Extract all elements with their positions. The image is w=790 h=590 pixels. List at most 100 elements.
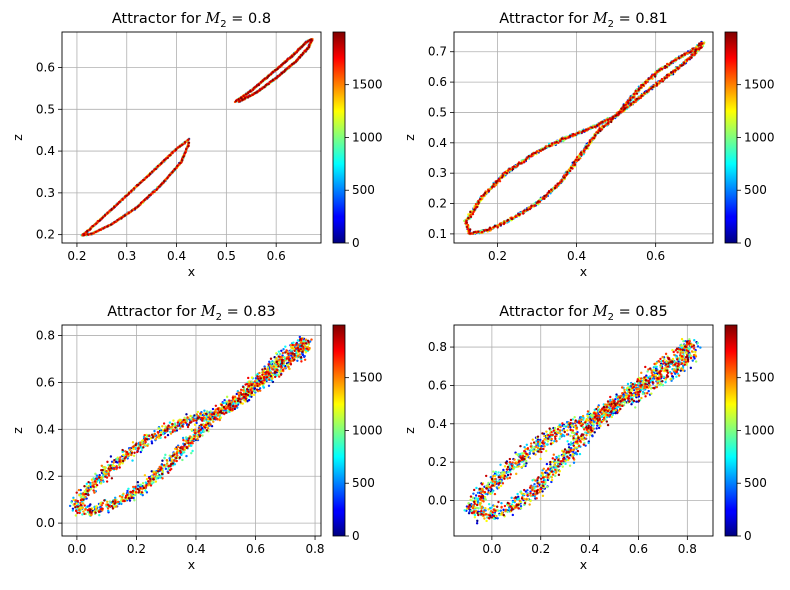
scatter-point xyxy=(585,145,588,148)
scatter-point xyxy=(588,140,592,144)
scatter-point xyxy=(691,53,694,57)
scatter-point xyxy=(567,136,571,139)
scatter-point xyxy=(660,77,664,81)
scatter-point xyxy=(688,58,691,61)
y-tick-label: 0.6 xyxy=(428,75,447,89)
scatter-point xyxy=(300,53,304,57)
scatter-point xyxy=(647,77,650,81)
scatter-point xyxy=(259,81,263,84)
scatter-point xyxy=(466,223,470,227)
scatter-point xyxy=(199,431,203,435)
scatter-point xyxy=(569,166,573,170)
scatter-point xyxy=(246,96,250,99)
scatter-point xyxy=(560,137,563,140)
scatter-point xyxy=(525,208,529,211)
scatter-point xyxy=(95,222,98,225)
scatter-point xyxy=(603,119,607,123)
scatter-point xyxy=(280,72,284,75)
scatter-point xyxy=(545,193,548,197)
scatter-point xyxy=(594,134,597,137)
scatter-point xyxy=(267,74,270,77)
x-axis-label: x xyxy=(188,264,195,279)
scatter-point xyxy=(676,66,679,70)
scatter-point xyxy=(491,185,495,188)
scatter-point xyxy=(175,164,179,168)
scatter-point xyxy=(571,164,575,167)
colorbar xyxy=(725,32,737,243)
scatter-point xyxy=(286,58,289,61)
scatter-point xyxy=(500,176,504,179)
scatter-point xyxy=(644,80,647,84)
scatter-point xyxy=(683,61,686,65)
scatter-point xyxy=(487,189,491,192)
scatter-point xyxy=(465,225,469,229)
scatter-point xyxy=(145,196,148,200)
scatter-point xyxy=(645,90,648,94)
scatter-point xyxy=(157,185,161,188)
scatter-point xyxy=(641,83,645,87)
scatter-point xyxy=(555,140,558,144)
scatter-point xyxy=(478,198,482,201)
scatter-point xyxy=(617,112,621,115)
scatter-point xyxy=(690,56,693,59)
scatter-point xyxy=(234,99,238,103)
scatter-point xyxy=(497,178,501,181)
scatter-point xyxy=(82,234,85,237)
scatter-point xyxy=(232,402,235,405)
scatter-point xyxy=(660,67,664,71)
scatter-point xyxy=(113,220,116,224)
scatter-point xyxy=(284,60,287,64)
scatter-point xyxy=(639,86,642,89)
scatter-point xyxy=(665,76,668,79)
scatter-point xyxy=(621,110,624,113)
scatter-point xyxy=(142,178,146,182)
scatter-point xyxy=(649,87,653,90)
scatter-point xyxy=(600,128,604,131)
scatter-point xyxy=(565,173,568,177)
scatter-point xyxy=(161,459,164,462)
scatter-point xyxy=(499,223,502,227)
scatter-point xyxy=(258,88,262,92)
scatter-point xyxy=(473,208,476,211)
scatter-point xyxy=(71,507,75,510)
scatter-point xyxy=(247,398,251,402)
scatter-point xyxy=(85,482,89,486)
scatter-point xyxy=(558,139,562,143)
scatter-point xyxy=(169,153,172,157)
scatter-point xyxy=(562,174,566,177)
scatter-point xyxy=(97,479,101,482)
axes-frame xyxy=(61,31,322,244)
scatter-point xyxy=(466,227,470,231)
scatter-point xyxy=(224,401,227,405)
chart-title: Attractor for M2 = 0.81 xyxy=(499,11,667,30)
scatter-point xyxy=(79,488,82,492)
scatter-point xyxy=(98,473,101,477)
scatter-point xyxy=(483,229,486,232)
scatter-point xyxy=(651,77,654,80)
scatter-point xyxy=(211,407,215,411)
scatter-point xyxy=(476,205,479,209)
scatter-point xyxy=(298,335,302,339)
scatter-point xyxy=(694,48,697,51)
scatter-point xyxy=(538,200,542,203)
scatter-point xyxy=(483,191,487,195)
scatter-point xyxy=(533,204,536,207)
scatter-point xyxy=(627,101,630,105)
scatter-point xyxy=(187,138,190,141)
scatter-point xyxy=(161,432,165,436)
scatter-point xyxy=(156,164,160,168)
scatter-point xyxy=(558,181,561,185)
x-tick-label: 0.5 xyxy=(217,249,236,263)
scatter-point xyxy=(257,83,261,87)
scatter-point xyxy=(270,379,273,382)
scatter-point xyxy=(205,415,208,419)
scatter-point xyxy=(168,457,171,460)
chart-title-subscript: 2 xyxy=(608,19,614,30)
scatter-point xyxy=(267,384,271,387)
scatter-point xyxy=(297,49,300,52)
scatter-point xyxy=(505,172,509,175)
scatter-point xyxy=(304,50,307,53)
scatter-point xyxy=(171,150,174,154)
scatter-point xyxy=(680,64,684,67)
scatter-point xyxy=(472,231,475,234)
